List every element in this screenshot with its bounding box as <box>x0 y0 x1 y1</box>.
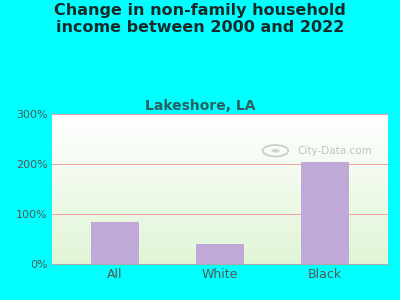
Bar <box>301 161 349 264</box>
Bar <box>196 244 244 264</box>
Text: Lakeshore, LA: Lakeshore, LA <box>145 99 255 113</box>
Circle shape <box>272 149 280 152</box>
Text: Change in non-family household
income between 2000 and 2022: Change in non-family household income be… <box>54 3 346 35</box>
Bar <box>91 221 139 264</box>
Text: City-Data.com: City-Data.com <box>297 146 372 157</box>
